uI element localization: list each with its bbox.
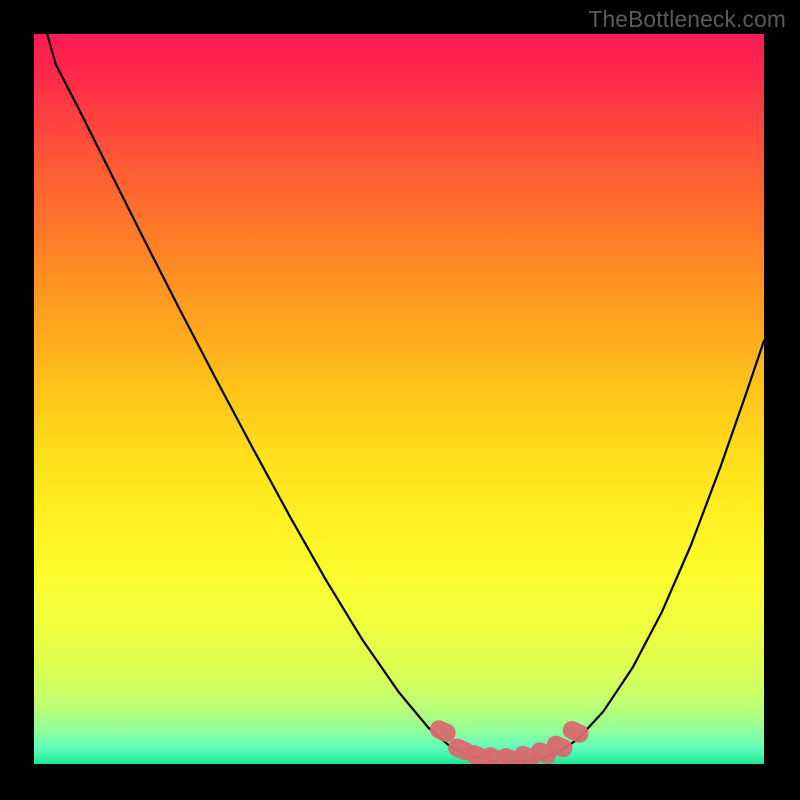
watermark-text: TheBottleneck.com bbox=[588, 6, 786, 33]
marker-series bbox=[34, 34, 764, 764]
figure-outer: TheBottleneck.com bbox=[0, 0, 800, 800]
plot-area bbox=[34, 34, 764, 764]
